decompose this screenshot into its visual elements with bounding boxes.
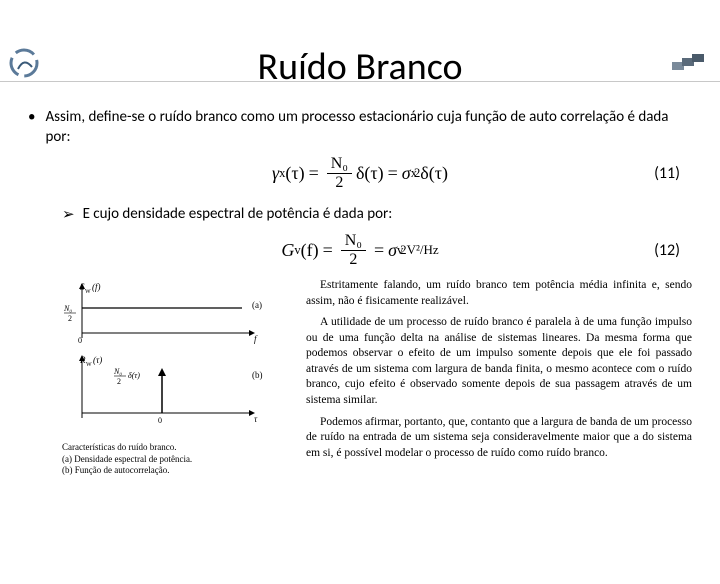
figure-caption: Características do ruído branco. (a) Den… [62, 442, 288, 476]
svg-text:δ(τ): δ(τ) [128, 371, 140, 380]
svg-text:(τ): (τ) [93, 355, 102, 365]
equation-11-row: γx(τ) = N₀2 δ(τ) = σx2 δ(τ) (11) [0, 155, 720, 191]
logo-left-icon [8, 47, 44, 79]
svg-text:N₀: N₀ [63, 304, 72, 313]
explanation-text: Estritamente falando, um ruído branco te… [306, 278, 692, 476]
fig-label-a: (a) [252, 300, 262, 310]
svg-text:(f): (f) [92, 282, 101, 292]
para-2: A utilidade de um processo de ruído bran… [306, 315, 692, 408]
figure-column: S W (f) N₀ 2 (a) f 0 R W (τ) N₀ [62, 278, 288, 476]
equation-12-row: Gv(f) = N₀2 = σv2 V²/Hz (12) [0, 232, 720, 268]
fig-a-xlabel: f [254, 334, 258, 344]
logo-right-icon [666, 48, 712, 78]
fig-label-b: (b) [252, 370, 263, 380]
equation-12-number: (12) [654, 241, 680, 260]
svg-text:2: 2 [117, 377, 121, 386]
sub-bullet-text: E cujo densidade espectral de potência é… [83, 205, 393, 224]
svg-text:0: 0 [78, 336, 82, 345]
equation-11-number: (11) [654, 164, 680, 183]
svg-text:2: 2 [68, 314, 72, 323]
bullet-1-text: Assim, define-se o ruído branco como um … [45, 108, 692, 147]
white-noise-figure: S W (f) N₀ 2 (a) f 0 R W (τ) N₀ [62, 278, 288, 438]
fig-b-xlabel: τ [254, 414, 258, 424]
arrow-icon: ➢ [62, 205, 75, 224]
equation-11: γx(τ) = N₀2 δ(τ) = σx2 δ(τ) [272, 155, 448, 191]
lower-content: S W (f) N₀ 2 (a) f 0 R W (τ) N₀ [62, 278, 692, 476]
para-3: Podemos afirmar, portanto, que, contanto… [306, 415, 692, 462]
equation-12: Gv(f) = N₀2 = σv2 V²/Hz [281, 232, 438, 268]
bullet-dot-icon: • [28, 108, 35, 147]
para-1: Estritamente falando, um ruído branco te… [306, 278, 692, 309]
bullet-1: • Assim, define-se o ruído branco como u… [28, 108, 692, 147]
svg-text:N₀: N₀ [113, 367, 122, 376]
svg-text:W: W [85, 289, 91, 295]
sub-bullet: ➢ E cujo densidade espectral de potência… [62, 205, 692, 224]
header-bar [0, 44, 720, 82]
svg-text:0: 0 [158, 416, 162, 425]
svg-text:W: W [86, 362, 92, 368]
